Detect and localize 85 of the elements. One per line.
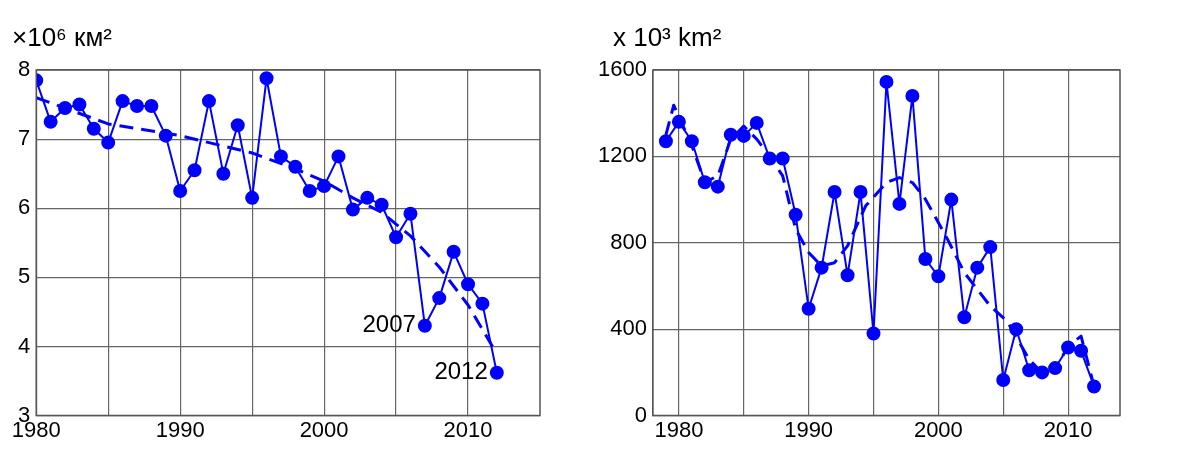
y-tick-label: 4 <box>17 332 31 358</box>
y-tick-label: 0 <box>634 401 647 427</box>
point <box>403 206 418 221</box>
point <box>389 230 404 245</box>
point <box>723 127 738 142</box>
point <box>302 183 317 198</box>
point <box>931 269 946 284</box>
x-tick-label: 1980 <box>654 416 704 442</box>
point <box>1022 363 1037 378</box>
point <box>996 372 1011 387</box>
point <box>360 190 375 205</box>
point <box>129 98 144 113</box>
y-tick-label: 8 <box>17 56 31 82</box>
y-tick-label: 400 <box>610 315 647 341</box>
x-tick-label: 2000 <box>299 416 349 442</box>
y-tick-label: 6 <box>17 194 31 220</box>
point <box>814 260 829 275</box>
point <box>879 74 894 89</box>
point <box>840 268 855 283</box>
point <box>158 128 173 143</box>
point <box>273 149 288 164</box>
point <box>345 202 360 217</box>
point <box>101 135 116 150</box>
point <box>1009 322 1024 337</box>
point <box>187 163 202 178</box>
point <box>461 277 476 292</box>
point <box>892 196 907 211</box>
x-tick-label: 2010 <box>443 416 493 442</box>
point <box>697 175 712 190</box>
y-axis-title: ×10⁶ км² <box>12 22 113 53</box>
x-tick-label: 2010 <box>1043 416 1093 442</box>
point <box>173 183 188 198</box>
point <box>86 121 101 136</box>
x-tick-label: 2000 <box>913 416 963 442</box>
point <box>1087 379 1102 394</box>
point <box>374 197 389 212</box>
point <box>331 149 346 164</box>
y-tick-label: 5 <box>17 263 31 289</box>
point <box>983 240 998 255</box>
point <box>866 326 881 341</box>
point <box>58 101 73 116</box>
point <box>245 190 260 205</box>
point <box>918 252 933 266</box>
point <box>827 185 842 200</box>
point <box>1035 365 1050 380</box>
point <box>417 318 432 333</box>
point <box>230 118 245 133</box>
x-tick-label: 1990 <box>155 416 205 442</box>
point <box>853 185 868 200</box>
point <box>970 260 985 275</box>
point <box>944 192 959 207</box>
point <box>432 291 447 306</box>
point <box>259 71 274 86</box>
point <box>446 244 461 259</box>
point <box>144 98 159 113</box>
point <box>1061 340 1076 355</box>
point <box>216 166 231 181</box>
point <box>957 310 972 325</box>
point <box>658 134 673 149</box>
point <box>317 179 332 194</box>
point <box>288 159 303 174</box>
point <box>1048 361 1063 376</box>
y-tick-label: 1200 <box>597 142 647 168</box>
point <box>905 88 920 103</box>
point <box>710 179 725 194</box>
point <box>762 151 777 166</box>
point <box>749 115 764 130</box>
point <box>43 114 58 129</box>
point <box>788 207 803 222</box>
point <box>72 97 87 112</box>
point <box>201 94 216 109</box>
point <box>736 128 751 143</box>
point <box>115 94 130 109</box>
x-tick-label: 1990 <box>784 416 834 442</box>
y-tick-label: 1600 <box>597 56 647 82</box>
point <box>775 151 790 166</box>
point <box>671 114 686 129</box>
point <box>684 134 699 149</box>
point <box>801 301 816 316</box>
point <box>489 365 504 380</box>
y-tick-label: 800 <box>610 228 647 254</box>
point <box>475 296 490 311</box>
point <box>1074 343 1089 358</box>
y-tick-label: 7 <box>17 125 31 151</box>
y-axis-title: x 10³ km² <box>612 22 722 53</box>
